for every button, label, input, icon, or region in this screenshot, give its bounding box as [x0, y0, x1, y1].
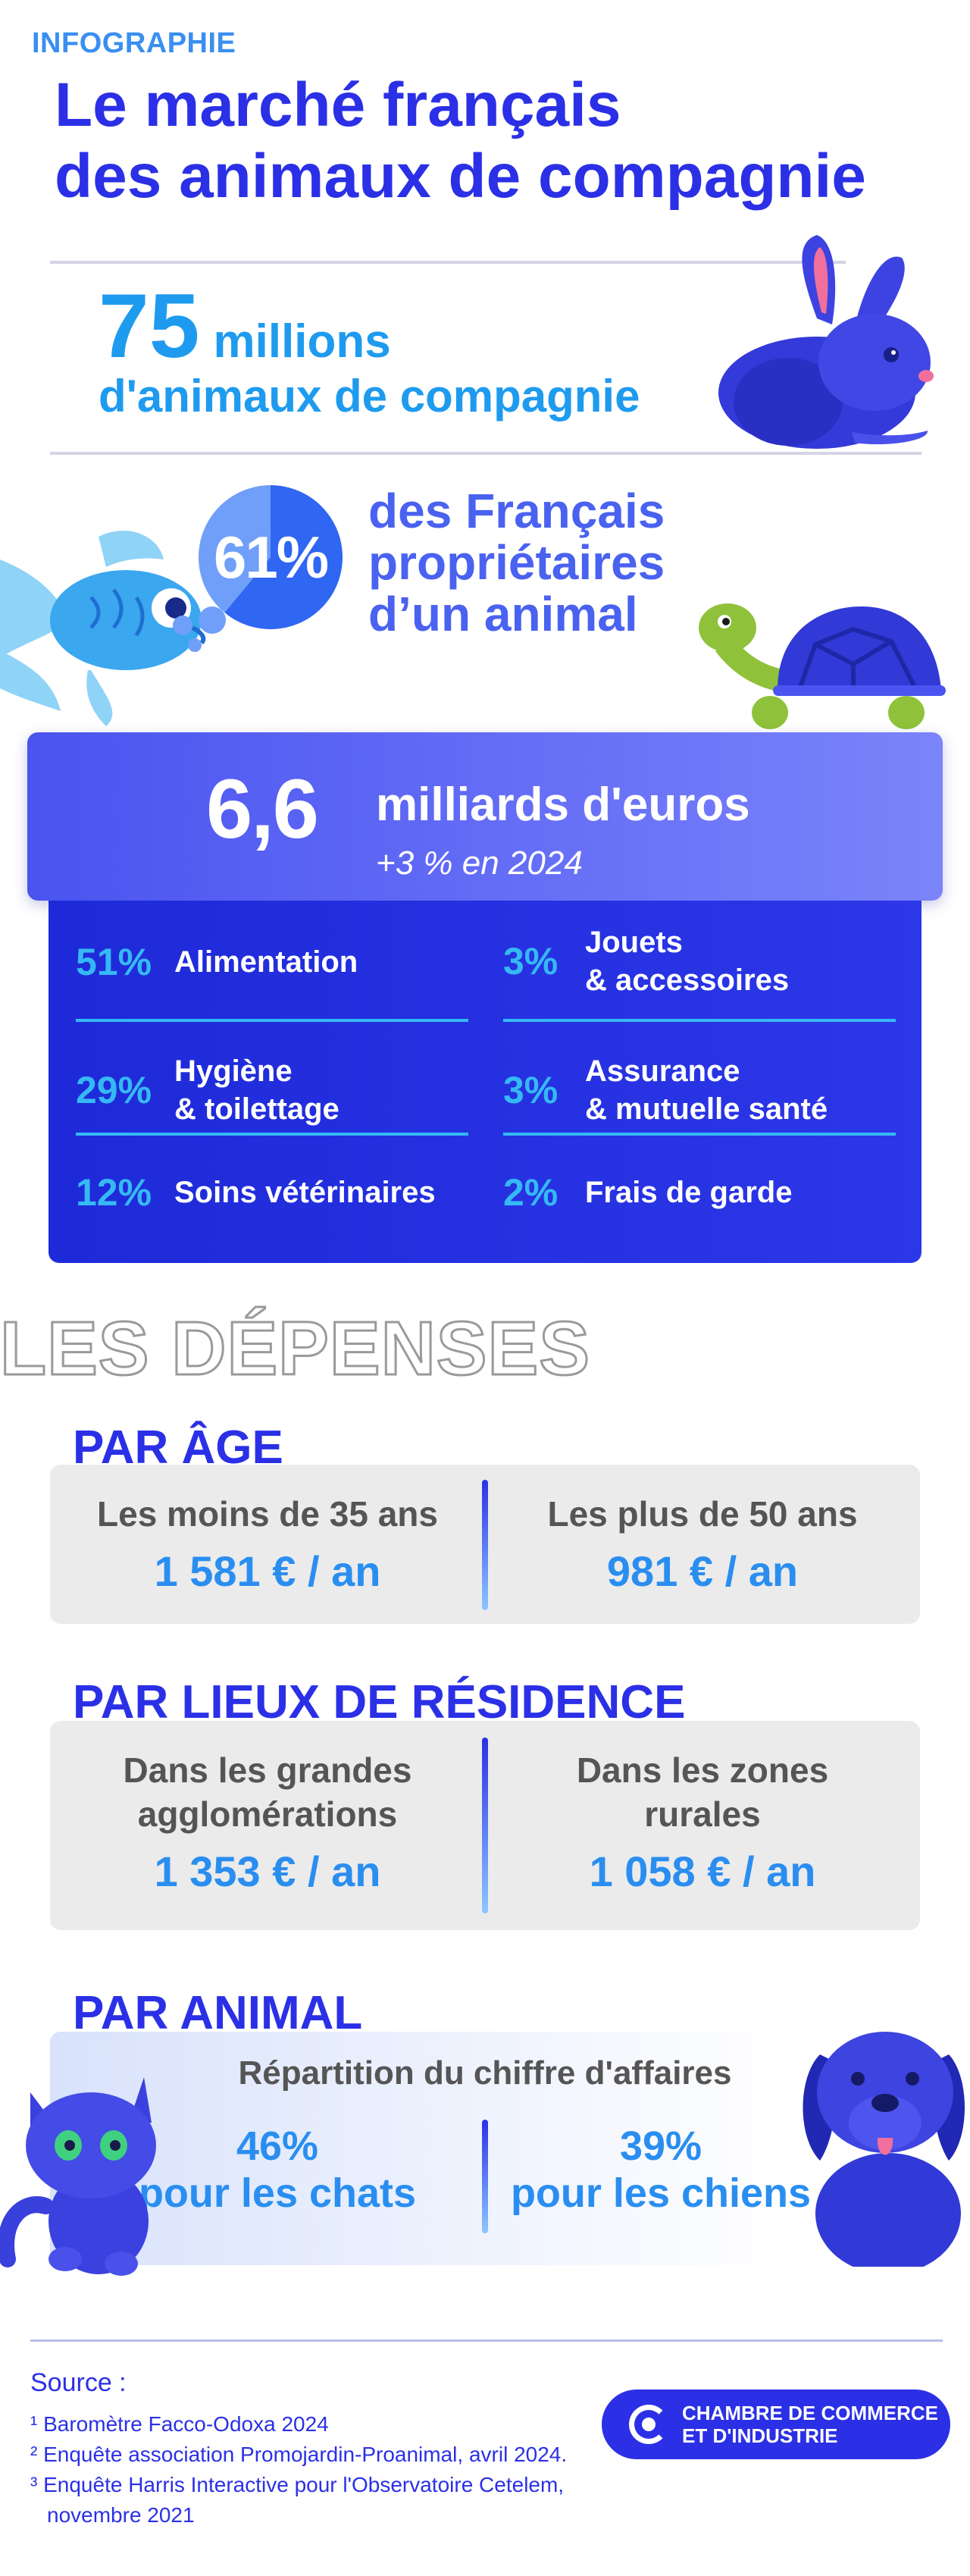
divider — [50, 261, 846, 264]
footer-divider — [30, 2339, 943, 2342]
category-percent: 12% — [76, 1171, 152, 1214]
market-header: 6,6 milliards d'euros +3 % en 2024 — [27, 732, 943, 901]
cci-name: CHAMBRE DE COMMERCE ET D'INDUSTRIE — [682, 2402, 938, 2447]
category-divider — [503, 1019, 896, 1022]
residence-box: Dans les grandes agglomérations 1 353 € … — [50, 1721, 920, 1930]
pets-count: 75 — [99, 275, 200, 377]
source-item: ³ Enquête Harris Interactive pour l'Obse… — [30, 2473, 565, 2496]
column-divider — [482, 2120, 488, 2233]
cci-name-line2: ET D'INDUSTRIE — [682, 2424, 838, 2447]
cats-label: pour les chats — [138, 2170, 417, 2216]
category-percent: 3% — [503, 940, 559, 982]
category-label: Hygiène — [174, 1055, 293, 1088]
category-label: Assurance — [585, 1055, 740, 1088]
section-title-residence: PAR LIEUX DE RÉSIDENCE — [73, 1676, 686, 1728]
category-label: Frais de garde — [585, 1176, 793, 1209]
category-item: 2% Frais de garde — [503, 1170, 792, 1214]
source-item: ¹ Baromètre Facco-Odoxa 2024 — [30, 2412, 329, 2436]
residence-left-value: 1 353 € / an — [154, 1847, 381, 1895]
category-percent: 2% — [503, 1171, 559, 1214]
category-label: & toilettage — [174, 1092, 340, 1126]
pets-count-stat: 75 millions — [99, 280, 391, 371]
category-divider — [76, 1133, 468, 1136]
dogs-label: pour les chiens — [510, 2170, 812, 2216]
dog-icon — [803, 2032, 965, 2267]
animal-subtitle-text: Répartition du chiffre d'affaires — [238, 2054, 732, 2092]
market-unit: milliards d'euros — [376, 779, 750, 831]
pets-unit: millions — [213, 315, 391, 368]
category-item: 29% Hygiène & toilettage — [76, 1052, 340, 1128]
page-title: Le marché français des animaux de compag… — [55, 70, 866, 212]
residence-right-label: Dans les zones — [576, 1750, 829, 1790]
owners-percent: 61% — [213, 523, 329, 591]
age-box: Les moins de 35 ans 1 581 € / an Les plu… — [50, 1465, 920, 1624]
category-percent: 51% — [76, 941, 152, 983]
category-label: & accessoires — [585, 964, 790, 997]
category-label: Soins vétérinaires — [174, 1176, 436, 1209]
cci-badge: CHAMBRE DE COMMERCE ET D'INDUSTRIE — [602, 2390, 950, 2459]
residence-right-label: rurales — [644, 1794, 761, 1834]
rabbit-icon — [718, 235, 934, 449]
market-growth: +3 % en 2024 — [376, 845, 583, 882]
source-title: Source : — [30, 2368, 127, 2397]
dogs-value: 39% — [619, 2123, 702, 2169]
owners-line3: d’un animal — [368, 587, 638, 641]
category-divider — [503, 1133, 896, 1136]
owners-text: des Français propriétaires d’un animal — [368, 485, 665, 640]
category-label: Alimentation — [174, 945, 358, 979]
owners-line2: propriétaires — [368, 535, 665, 590]
source-item: ² Enquête association Promojardin-Proani… — [30, 2443, 568, 2466]
market-amount: 6,6 — [206, 763, 319, 856]
category-item: 51% Alimentation — [76, 940, 358, 984]
age-right-label: Les plus de 50 ans — [547, 1494, 858, 1534]
residence-left: Dans les grandes agglomérations 1 353 € … — [50, 1748, 485, 1896]
category-label: & mutuelle santé — [585, 1092, 828, 1126]
page-title-line1: Le marché français — [55, 71, 621, 139]
divider — [50, 452, 922, 455]
residence-right: Dans les zones rurales 1 058 € / an — [485, 1748, 920, 1896]
source-list: ¹ Baromètre Facco-Odoxa 2024 ² Enquête a… — [30, 2409, 567, 2531]
section-title-depenses: LES DÉPENSES — [0, 1305, 590, 1393]
residence-right-value: 1 058 € / an — [589, 1847, 816, 1895]
turtle-icon — [699, 603, 946, 729]
kicker: INFOGRAPHIE — [32, 27, 236, 59]
column-divider — [482, 1738, 488, 1913]
pets-label: d'animaux de compagnie — [99, 371, 640, 421]
cats-value: 46% — [236, 2123, 319, 2169]
source-item: novembre 2021 — [47, 2503, 195, 2527]
category-divider — [76, 1019, 468, 1022]
age-left-label: Les moins de 35 ans — [97, 1494, 438, 1534]
cat-icon — [0, 2077, 156, 2276]
age-left-value: 1 581 € / an — [154, 1547, 381, 1595]
category-item: 3% Assurance & mutuelle santé — [503, 1052, 828, 1128]
category-item: 12% Soins vétérinaires — [76, 1170, 436, 1214]
residence-left-label: Dans les grandes — [123, 1750, 412, 1790]
owners-line1: des Français — [368, 484, 665, 538]
age-right: Les plus de 50 ans 981 € / an — [485, 1492, 920, 1596]
category-percent: 3% — [503, 1069, 559, 1111]
market-breakdown: 51% Alimentation 29% Hygiène & toilettage… — [48, 901, 922, 1263]
age-right-value: 981 € / an — [606, 1547, 799, 1595]
animal-cats: 46% pour les chats — [126, 2123, 429, 2217]
age-left: Les moins de 35 ans 1 581 € / an — [50, 1492, 485, 1596]
animal-dogs: 39% pour les chiens — [509, 2123, 812, 2217]
section-title-animal: PAR ANIMAL — [73, 1987, 363, 2039]
category-label: Jouets — [585, 926, 683, 959]
column-divider — [482, 1480, 488, 1610]
cci-logo-icon — [629, 2405, 668, 2444]
residence-left-label: agglomérations — [137, 1794, 398, 1834]
owners-percent-chart: 61% — [199, 485, 343, 629]
category-percent: 29% — [76, 1069, 152, 1111]
animal-subtitle: Répartition du chiffre d'affaires — [50, 2051, 920, 2095]
category-item: 3% Jouets & accessoires — [503, 923, 789, 999]
page-title-line2: des animaux de compagnie — [55, 142, 866, 211]
animal-box: Répartition du chiffre d'affaires 46% po… — [50, 2032, 920, 2265]
cci-name-line1: CHAMBRE DE COMMERCE — [682, 2402, 938, 2424]
